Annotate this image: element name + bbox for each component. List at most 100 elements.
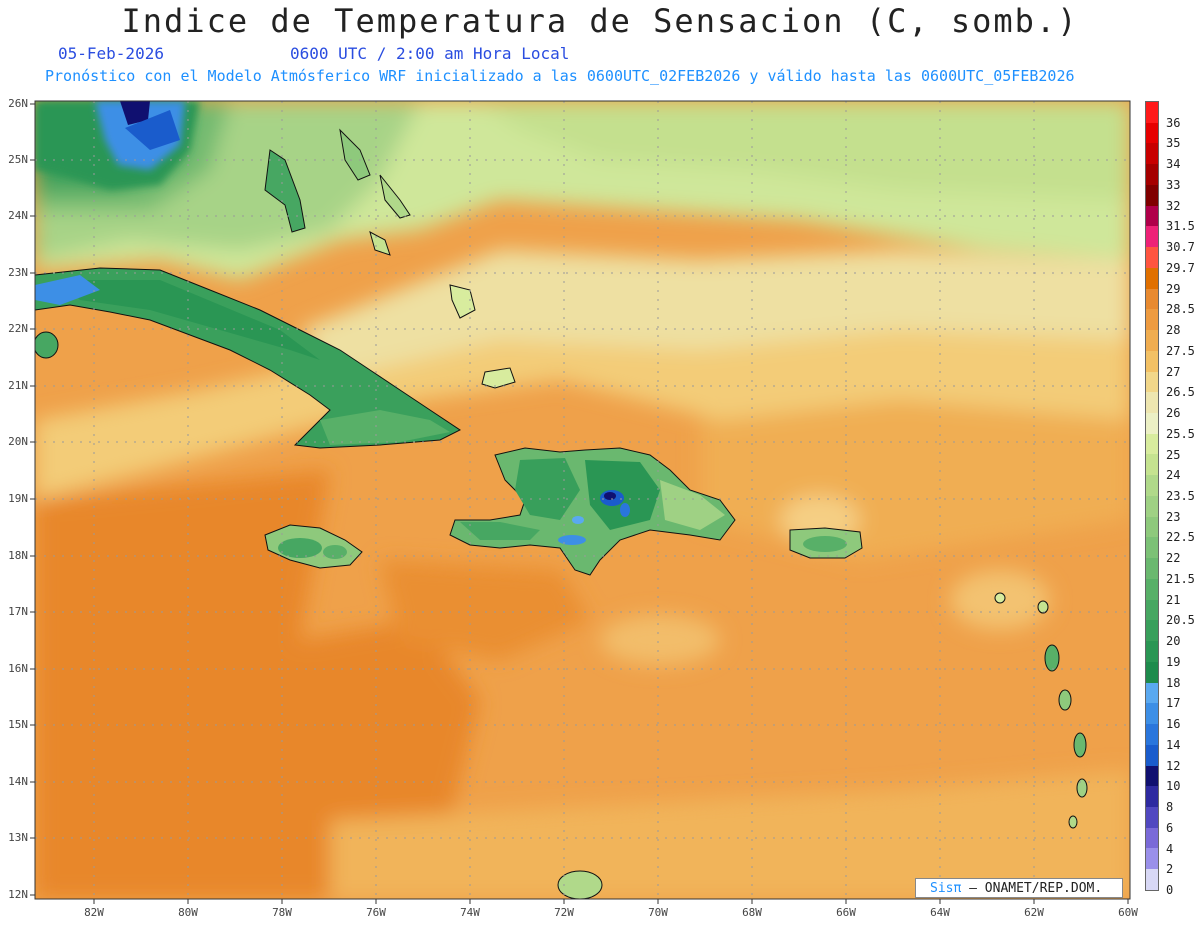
map-frame <box>34 100 1131 900</box>
colorbar-label: 33 <box>1166 177 1181 192</box>
colorbar-label: 35 <box>1166 136 1181 151</box>
colorbar-label: 29.7 <box>1166 260 1195 275</box>
colorbar-label: 28 <box>1166 323 1181 338</box>
colorbar-swatch <box>1145 122 1159 144</box>
colorbar-label: 32 <box>1166 198 1181 213</box>
colorbar-label: 6 <box>1166 820 1174 835</box>
colorbar-swatch <box>1145 516 1159 538</box>
colorbar-swatch <box>1145 392 1159 414</box>
lon-label: 80W <box>178 906 198 919</box>
colorbar-label: 20.5 <box>1166 613 1195 628</box>
puerto-rico-island <box>789 527 863 559</box>
lat-label: 26N <box>8 97 28 110</box>
colorbar-label: 21 <box>1166 592 1181 607</box>
colorbar-swatch <box>1145 350 1159 372</box>
colorbar-label: 31.5 <box>1166 219 1195 234</box>
colorbar-label: 36 <box>1166 115 1181 130</box>
colorbar-swatch <box>1145 288 1159 310</box>
colorbar-label: 26 <box>1166 406 1181 421</box>
lon-label: 64W <box>930 906 950 919</box>
colorbar-label: 21.5 <box>1166 571 1195 586</box>
lat-label: 17N <box>8 605 28 618</box>
colorbar-swatch <box>1145 205 1159 227</box>
lon-label: 72W <box>554 906 574 919</box>
credit-text: – ONAMET/REP.DOM. <box>969 881 1103 896</box>
lon-label: 60W <box>1118 906 1138 919</box>
colorbar-label: 20 <box>1166 634 1181 649</box>
colorbar-swatch <box>1145 869 1159 890</box>
colorbar-swatch <box>1145 786 1159 807</box>
colorbar-swatch <box>1145 703 1159 725</box>
colorbar-swatch <box>1145 164 1159 185</box>
lesser-antilles <box>557 592 1088 899</box>
forecast-description: Pronóstico con el Modelo Atmósferico WRF… <box>45 67 1075 85</box>
colorbar-label: 24 <box>1166 468 1181 483</box>
lat-label: 14N <box>8 775 28 788</box>
colorbar-swatch <box>1145 267 1159 289</box>
lon-label: 78W <box>272 906 292 919</box>
colorbar-swatch <box>1145 309 1159 331</box>
colorbar-swatch <box>1145 682 1159 704</box>
colorbar-swatch <box>1145 806 1159 828</box>
lat-label: 22N <box>8 322 28 335</box>
colorbar-label: 4 <box>1166 841 1174 856</box>
colorbar-label: 14 <box>1166 737 1181 752</box>
colorbar-label: 0 <box>1166 883 1174 897</box>
credit-brand: Sisπ <box>930 881 962 896</box>
colorbar-label: 2 <box>1166 862 1174 877</box>
colorbar-label: 25 <box>1166 447 1181 462</box>
colorbar-swatch <box>1145 184 1159 206</box>
forecast-time: 0600 UTC / 2:00 am Hora Local <box>290 44 570 63</box>
colorbar-label: 25.5 <box>1166 426 1195 441</box>
colorbar-swatch <box>1145 537 1159 559</box>
colorbar-swatch <box>1145 475 1159 496</box>
colorbar-swatch <box>1145 558 1159 579</box>
credit-box: Sisπ – ONAMET/REP.DOM. <box>915 878 1123 898</box>
cuba-island <box>35 267 461 449</box>
map-title: Indice de Temperatura de Sensacion (C, s… <box>121 2 1079 40</box>
colorbar-label: 8 <box>1166 800 1174 815</box>
colorbar-swatch <box>1145 226 1159 248</box>
colorbar-swatch <box>1145 102 1159 123</box>
lat-label: 16N <box>8 662 28 675</box>
colorbar-swatch <box>1145 641 1159 662</box>
colorbar-label: 23 <box>1166 509 1181 524</box>
colorbar-swatch <box>1145 620 1159 642</box>
colorbar-swatch <box>1145 599 1159 621</box>
lat-label: 18N <box>8 549 28 562</box>
colorbar-label: 29 <box>1166 281 1181 296</box>
colorbar-swatch <box>1145 143 1159 165</box>
colorbar-label: 23.5 <box>1166 489 1195 503</box>
colorbar-swatch <box>1145 454 1159 476</box>
colorbar-swatch <box>1145 433 1159 455</box>
colorbar-label: 22.5 <box>1166 530 1195 545</box>
colorbar-swatch <box>1145 724 1159 745</box>
bahamas-islands <box>264 128 516 389</box>
colorbar-swatch <box>1145 495 1159 517</box>
lat-label: 19N <box>8 492 28 505</box>
lon-label: 68W <box>742 906 762 919</box>
colorbar-swatch <box>1145 371 1159 393</box>
colorbar-swatch <box>1145 247 1159 268</box>
colorbar-label: 28.5 <box>1166 302 1195 317</box>
lat-label: 24N <box>8 209 28 222</box>
colorbar-label: 16 <box>1166 717 1181 732</box>
colorbar-swatch <box>1145 578 1159 600</box>
colorbar-swatch <box>1145 413 1159 434</box>
lat-label: 15N <box>8 718 28 731</box>
colorbar-label: 17 <box>1166 696 1181 711</box>
lat-label: 12N <box>8 888 28 901</box>
lon-label: 82W <box>84 906 104 919</box>
lat-label: 20N <box>8 435 28 448</box>
colorbar-swatch <box>1145 744 1159 766</box>
colorbar-swatch <box>1145 848 1159 870</box>
colorbar-label: 22 <box>1166 551 1181 566</box>
colorbar-swatch <box>1145 661 1159 683</box>
florida-region <box>35 101 200 190</box>
colorbar <box>1145 101 1159 891</box>
lat-label: 21N <box>8 379 28 392</box>
colorbar-swatch <box>1145 827 1159 849</box>
colorbar-label: 30.7 <box>1166 240 1195 255</box>
colorbar-label: 27 <box>1166 364 1181 379</box>
lon-label: 76W <box>366 906 386 919</box>
